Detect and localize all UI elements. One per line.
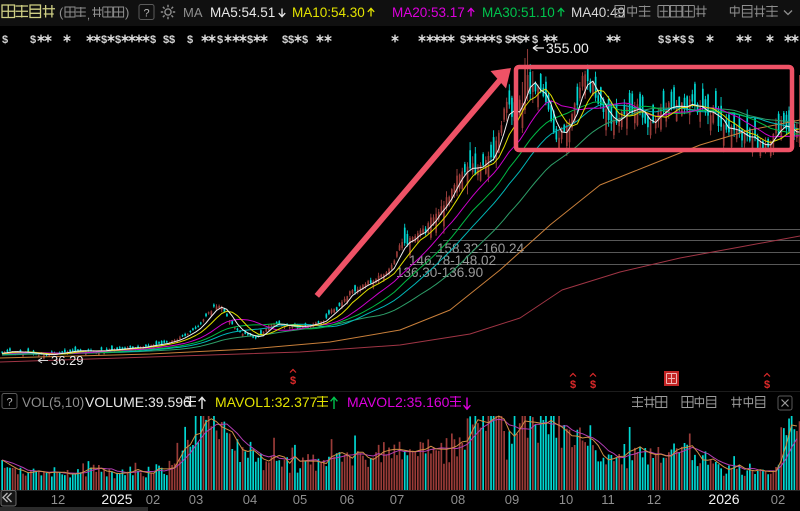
svg-text:MA5:54.51: MA5:54.51 — [210, 5, 275, 20]
svg-text:$: $ — [169, 34, 175, 46]
svg-text:MA30:51.10: MA30:51.10 — [482, 5, 555, 20]
svg-text:06: 06 — [340, 492, 354, 507]
svg-text:$: $ — [460, 34, 466, 46]
svg-text:$: $ — [688, 34, 694, 46]
svg-text:$: $ — [217, 34, 223, 46]
svg-text:36.29: 36.29 — [51, 353, 84, 368]
svg-text:02: 02 — [771, 492, 785, 507]
svg-text:VOL(5,10): VOL(5,10) — [22, 395, 84, 410]
svg-text:$: $ — [532, 34, 538, 46]
svg-text:$: $ — [115, 34, 121, 46]
svg-text:VOLUME:39.596: VOLUME:39.596 — [85, 394, 191, 410]
svg-text:MAVOL2:35.160: MAVOL2:35.160 — [347, 394, 450, 410]
svg-text:,: , — [87, 10, 90, 22]
svg-text:MA20:53.17: MA20:53.17 — [392, 5, 465, 20]
svg-text:$: $ — [187, 34, 193, 46]
svg-text:04: 04 — [243, 492, 257, 507]
svg-text:$: $ — [290, 375, 296, 387]
svg-text:$: $ — [505, 34, 511, 46]
svg-text:$: $ — [101, 34, 107, 46]
svg-text:$: $ — [288, 34, 294, 46]
svg-text:355.00: 355.00 — [546, 40, 589, 56]
svg-text:?: ? — [6, 397, 12, 409]
svg-text:MA10:54.30: MA10:54.30 — [292, 5, 365, 20]
svg-text:07: 07 — [390, 492, 404, 507]
svg-text:$: $ — [570, 379, 576, 391]
svg-text:$: $ — [658, 34, 664, 46]
svg-text:$: $ — [680, 34, 686, 46]
svg-text:12: 12 — [51, 492, 65, 507]
svg-text:$: $ — [163, 34, 169, 46]
svg-text:11: 11 — [601, 492, 615, 507]
svg-text:12: 12 — [647, 492, 661, 507]
svg-text:02: 02 — [146, 492, 160, 507]
svg-text:?: ? — [143, 8, 149, 20]
svg-text:$: $ — [30, 34, 36, 46]
svg-text:$: $ — [247, 34, 253, 46]
svg-text:$: $ — [282, 34, 288, 46]
svg-text:2025: 2025 — [101, 491, 132, 507]
svg-text:$: $ — [496, 34, 502, 46]
svg-text:$: $ — [2, 34, 8, 46]
svg-text:05: 05 — [293, 492, 307, 507]
svg-text:MA: MA — [183, 5, 203, 20]
svg-text:158.32-160.24: 158.32-160.24 — [437, 241, 525, 256]
svg-text:146.78-148.02: 146.78-148.02 — [409, 253, 496, 268]
svg-text:2026: 2026 — [708, 491, 739, 507]
svg-text:10: 10 — [559, 492, 573, 507]
svg-text:(: ( — [59, 5, 64, 20]
svg-text:MAVOL1:32.377: MAVOL1:32.377 — [215, 394, 318, 410]
svg-text:03: 03 — [189, 492, 203, 507]
svg-text:MA40:49: MA40:49 — [571, 5, 625, 20]
svg-text:08: 08 — [451, 492, 465, 507]
svg-text:$: $ — [764, 379, 770, 391]
svg-text:): ) — [125, 5, 129, 20]
svg-text:136.30-136.90: 136.30-136.90 — [396, 265, 483, 280]
svg-text:$: $ — [302, 34, 308, 46]
svg-text:$: $ — [665, 34, 671, 46]
svg-text:$: $ — [150, 34, 156, 46]
svg-text:09: 09 — [505, 492, 519, 507]
svg-text:$: $ — [517, 34, 523, 46]
svg-text:$: $ — [590, 379, 596, 391]
